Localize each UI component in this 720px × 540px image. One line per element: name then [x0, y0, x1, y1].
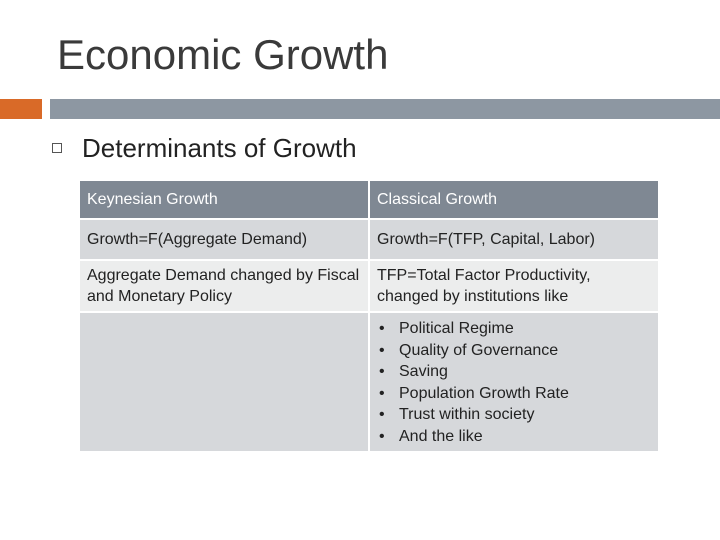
table-cell: TFP=Total Factor Productivity, changed b… [368, 259, 660, 313]
table-cell: Growth=F(Aggregate Demand) [78, 218, 370, 261]
header-keynesian: Keynesian Growth [78, 179, 370, 220]
slide-title: Economic Growth [57, 31, 389, 78]
list-item: Political Regime [377, 318, 651, 340]
institutions-list: Political Regime Quality of Governance S… [377, 318, 651, 447]
list-item: Saving [377, 361, 651, 383]
table-row: Growth=F(Aggregate Demand) Growth=F(TFP,… [78, 218, 660, 261]
table-cell: Growth=F(TFP, Capital, Labor) [368, 218, 660, 261]
table-row: Aggregate Demand changed by Fiscal and M… [78, 259, 660, 313]
subheading: Determinants of Growth [82, 133, 357, 163]
table-row: Political Regime Quality of Governance S… [78, 311, 660, 453]
list-item: Quality of Governance [377, 340, 651, 362]
title-divider-bar [50, 99, 720, 119]
institutions-cell: Political Regime Quality of Governance S… [368, 311, 660, 453]
table-cell: Aggregate Demand changed by Fiscal and M… [78, 259, 370, 313]
header-classical: Classical Growth [368, 179, 660, 220]
table-header-row: Keynesian Growth Classical Growth [78, 179, 660, 220]
square-bullet-icon [52, 143, 62, 153]
list-item: Population Growth Rate [377, 383, 651, 405]
list-item: And the like [377, 426, 651, 448]
empty-cell [78, 311, 370, 453]
title-accent-bar [0, 99, 42, 119]
growth-comparison-table: Keynesian Growth Classical Growth Growth… [78, 179, 660, 453]
list-item: Trust within society [377, 404, 651, 426]
